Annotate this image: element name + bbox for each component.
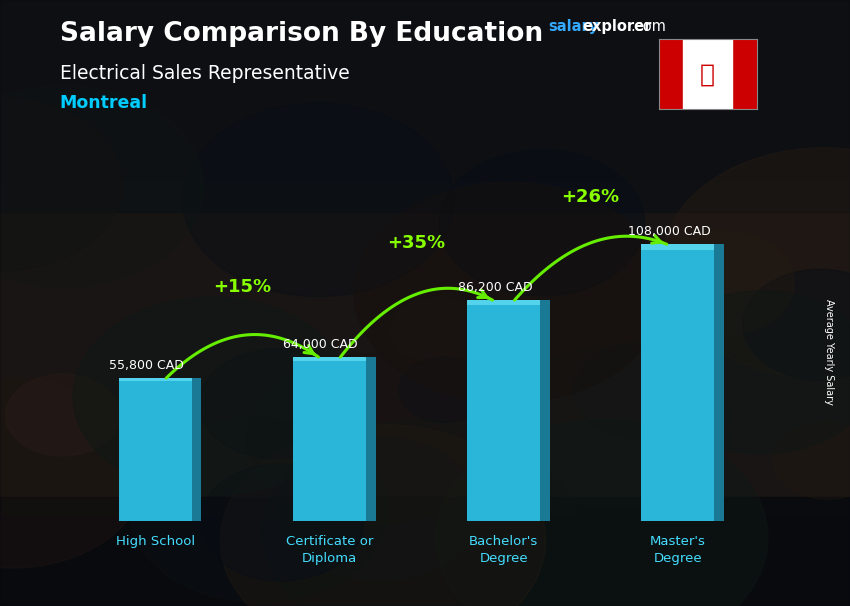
Text: +26%: +26% <box>562 188 620 206</box>
Bar <box>732 39 756 109</box>
Circle shape <box>439 150 644 296</box>
Text: explorer: explorer <box>582 19 652 35</box>
Circle shape <box>647 291 850 454</box>
Bar <box>641 244 714 521</box>
Circle shape <box>774 422 850 499</box>
Circle shape <box>73 297 351 495</box>
Circle shape <box>662 148 850 379</box>
Bar <box>0 497 850 606</box>
Text: .com: .com <box>631 19 666 35</box>
Text: 55,800 CAD: 55,800 CAD <box>109 359 184 371</box>
Text: Average Yearly Salary: Average Yearly Salary <box>824 299 834 404</box>
Circle shape <box>0 378 145 568</box>
Polygon shape <box>366 357 376 521</box>
Circle shape <box>354 182 664 403</box>
Circle shape <box>573 342 711 440</box>
Text: +15%: +15% <box>213 278 271 296</box>
Text: 108,000 CAD: 108,000 CAD <box>627 225 711 238</box>
Circle shape <box>503 345 734 509</box>
Circle shape <box>129 418 388 602</box>
Circle shape <box>278 437 480 581</box>
Text: 🍁: 🍁 <box>700 62 715 86</box>
Circle shape <box>246 353 488 525</box>
Bar <box>641 244 714 250</box>
Bar <box>683 39 732 109</box>
Text: Montreal: Montreal <box>60 94 148 112</box>
Text: Salary Comparison By Education: Salary Comparison By Education <box>60 21 542 47</box>
Bar <box>119 378 192 381</box>
Circle shape <box>649 231 794 335</box>
Bar <box>119 378 192 521</box>
Circle shape <box>0 98 122 271</box>
Text: +35%: +35% <box>388 234 445 252</box>
Bar <box>293 357 366 361</box>
Bar <box>0 0 850 212</box>
Circle shape <box>6 375 120 456</box>
Bar <box>659 39 683 109</box>
Circle shape <box>399 358 490 422</box>
Circle shape <box>436 419 768 606</box>
Circle shape <box>0 86 204 287</box>
Polygon shape <box>192 378 201 521</box>
Circle shape <box>263 420 580 606</box>
Bar <box>0 182 850 515</box>
Circle shape <box>199 464 364 581</box>
Text: salary: salary <box>548 19 598 35</box>
Circle shape <box>220 425 546 606</box>
Polygon shape <box>540 300 550 521</box>
Text: 86,200 CAD: 86,200 CAD <box>457 281 532 294</box>
Bar <box>467 300 540 521</box>
Polygon shape <box>714 244 724 521</box>
Bar <box>467 300 540 305</box>
Circle shape <box>183 103 454 296</box>
Circle shape <box>388 296 485 365</box>
Bar <box>293 357 366 521</box>
Circle shape <box>743 269 850 380</box>
Circle shape <box>200 349 354 459</box>
Text: 64,000 CAD: 64,000 CAD <box>283 338 358 351</box>
Text: Electrical Sales Representative: Electrical Sales Representative <box>60 64 349 82</box>
